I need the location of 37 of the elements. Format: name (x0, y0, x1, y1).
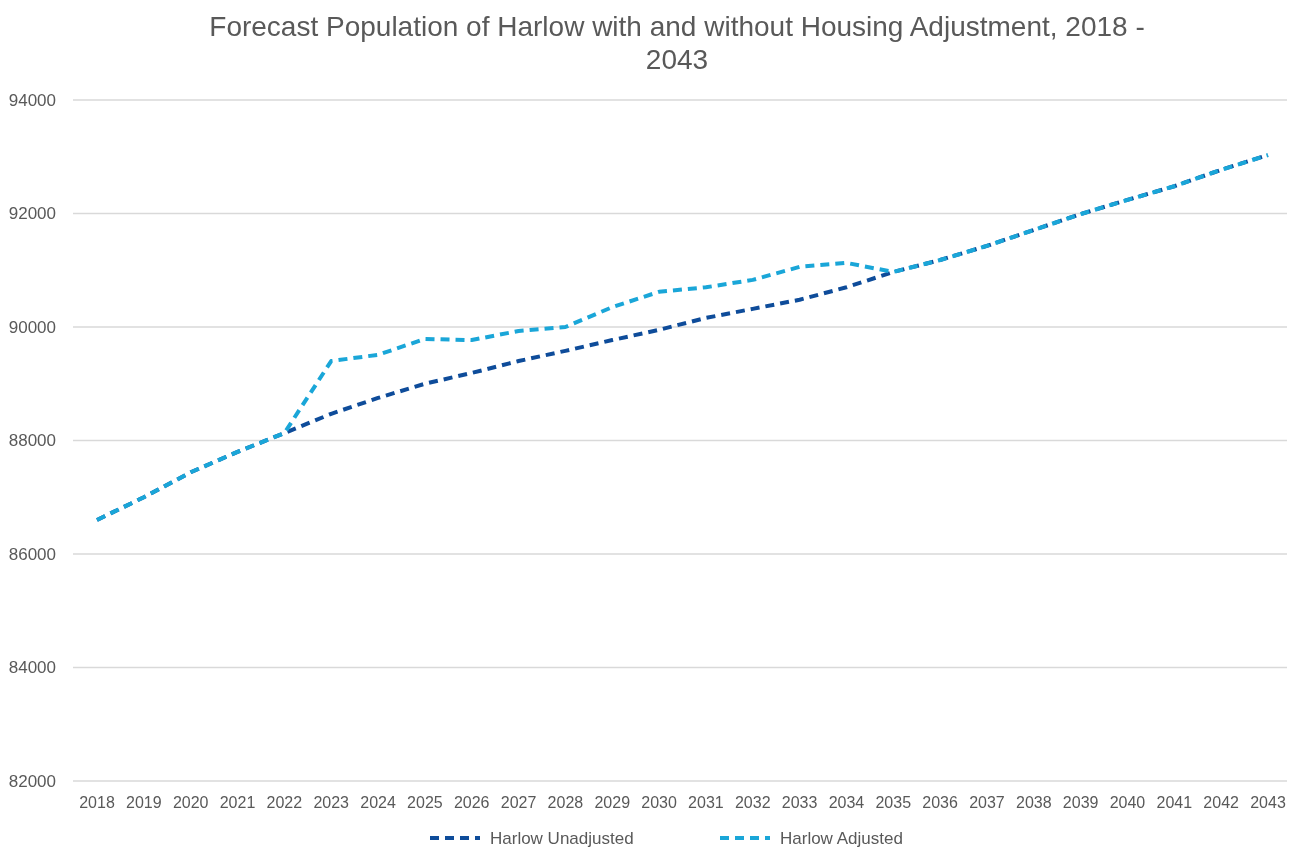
x-tick-label: 2043 (1250, 794, 1286, 811)
x-tick-label: 2026 (453, 794, 490, 811)
x-tick-label: 2021 (219, 794, 256, 811)
chart-title: Forecast Population of Harlow with and without Housing Adjustment, 2018 - 2043 (209, 11, 1145, 75)
x-tick-label: 2034 (828, 794, 865, 811)
x-tick-label: 2036 (922, 794, 959, 811)
x-tick-label: 2030 (641, 794, 677, 811)
x-tick-label: 2035 (875, 794, 912, 811)
x-tick-label: 2022 (266, 794, 303, 811)
x-tick-label: 2038 (1016, 794, 1052, 811)
x-tick-label: 2032 (734, 794, 771, 811)
y-tick-label: 84000 (8, 658, 56, 678)
y-tick-label: 90000 (8, 317, 56, 337)
x-tick-label: 2042 (1203, 794, 1240, 811)
x-tick-label: 2029 (594, 794, 631, 811)
legend-label: Harlow Unadjusted (490, 828, 634, 848)
x-tick-label: 2023 (313, 794, 350, 811)
x-tick-label: 2018 (79, 794, 115, 811)
x-tick-label: 2033 (781, 794, 818, 811)
y-tick-label: 92000 (8, 204, 56, 224)
x-tick-label: 2031 (688, 794, 724, 811)
x-tick-label: 2020 (172, 794, 209, 811)
x-tick-label: 2025 (407, 794, 443, 811)
y-tick-label: 88000 (8, 431, 56, 451)
x-tick-label: 2024 (360, 794, 396, 811)
y-tick-label: 86000 (8, 544, 56, 564)
x-tick-label: 2028 (547, 794, 584, 811)
x-tick-label: 2041 (1156, 794, 1193, 811)
y-tick-label: 94000 (8, 90, 56, 110)
x-tick-label: 2037 (969, 794, 1005, 811)
legend-label: Harlow Adjusted (780, 828, 903, 848)
x-tick-label: 2019 (126, 794, 162, 811)
x-tick-label: 2027 (500, 794, 537, 811)
x-tick-label: 2039 (1062, 794, 1099, 811)
line-series (95, 153, 1270, 522)
y-tick-label: 82000 (8, 771, 56, 791)
x-tick-label: 2040 (1109, 794, 1146, 811)
